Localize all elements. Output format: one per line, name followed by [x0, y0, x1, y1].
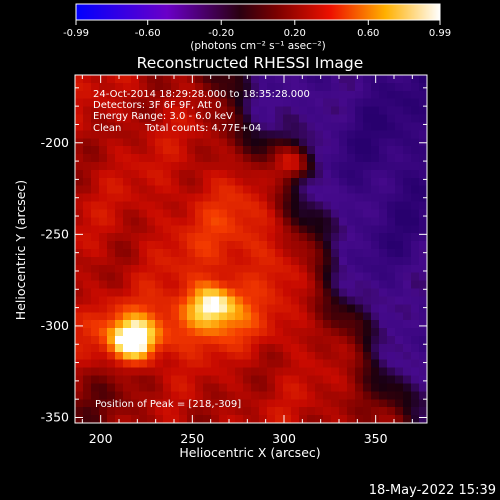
- x-tick-label: 350: [364, 431, 388, 446]
- x-tick-label: 250: [180, 431, 204, 446]
- colorbar-units: (photons cm⁻² s⁻¹ asec⁻²): [190, 40, 325, 52]
- x-tick-label: 200: [89, 431, 113, 446]
- colorbar-tick-label: 0.60: [357, 28, 379, 39]
- y-tick-label: -250: [41, 226, 69, 241]
- y-tick-label: -350: [41, 410, 69, 425]
- algorithm-label: Clean: [93, 123, 121, 134]
- x-axis-label: Heliocentric X (arcsec): [179, 445, 320, 460]
- plot-image: [75, 75, 427, 423]
- energy-range-label: Energy Range: 3.0 - 6.0 keV: [93, 111, 233, 122]
- axis-ticks: 200 250 300 350 -200 -250 -300 -350: [41, 75, 427, 446]
- colorbar-ticks: -0.99 -0.60 -0.20 0.20 0.60 0.99: [63, 20, 451, 39]
- colorbar-tick-label: 0.99: [429, 28, 451, 39]
- plot-frame: [74, 74, 428, 424]
- y-tick-label: -200: [41, 135, 69, 150]
- peak-position-label: Position of Peak = [218,-309]: [95, 399, 241, 410]
- y-axis-label: Heliocentric Y (arcsec): [13, 180, 28, 320]
- footer-date: 18-May-2022 15:39: [369, 483, 496, 498]
- colorbar-tick-label: -0.60: [135, 28, 161, 39]
- colorbar-tick-label: -0.99: [63, 28, 89, 39]
- x-tick-label: 300: [272, 431, 296, 446]
- chart-title: Reconstructed RHESSI Image: [137, 54, 364, 72]
- colorbar-tick-label: 0.20: [284, 28, 306, 39]
- time-range-label: 24-Oct-2014 18:29:28.000 to 18:35:28.000: [93, 89, 310, 100]
- detectors-label: Detectors: 3F 6F 9F, Att 0: [93, 100, 221, 111]
- total-counts-label: Total counts: 4.77E+04: [144, 123, 261, 134]
- y-tick-label: -300: [41, 318, 69, 333]
- colorbar-tick-label: -0.20: [208, 28, 234, 39]
- colorbar: [75, 3, 441, 21]
